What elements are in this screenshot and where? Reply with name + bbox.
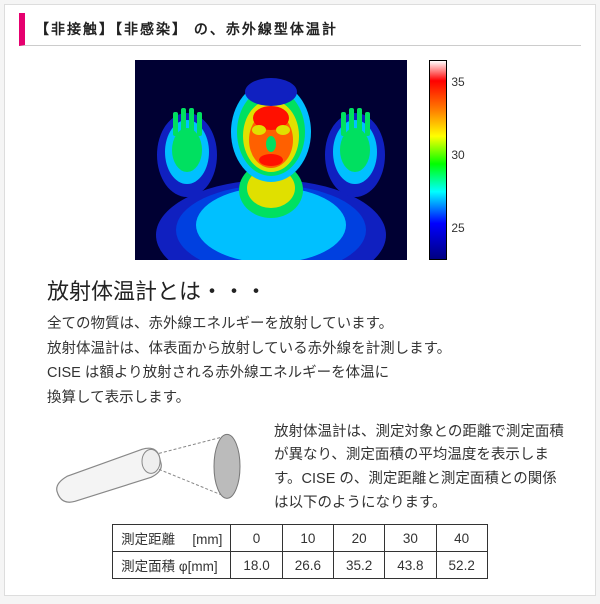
thermal-row: 35 30 25 <box>19 60 581 260</box>
thermometer-diagram <box>47 421 262 517</box>
cell: 18.0 <box>231 552 282 579</box>
cell: 43.8 <box>385 552 436 579</box>
cell: 26.6 <box>282 552 333 579</box>
page-title: 【非接触】【非感染】 の、赤外線型体温計 <box>19 13 581 46</box>
cell: 20 <box>333 525 384 552</box>
cell: 30 <box>385 525 436 552</box>
para-1: 全ての物質は、赤外線エネルギーを放射しています。 <box>47 312 561 337</box>
colorbar-group: 35 30 25 <box>429 60 464 260</box>
colorbar <box>429 60 447 260</box>
lower-row: 放射体温計は、測定対象との距離で測定面積が異なり、測定面積の平均温度を表示します… <box>47 421 581 517</box>
tick-35: 35 <box>451 75 464 89</box>
cell: 52.2 <box>436 552 487 579</box>
section-title: 放射体温計とは・・・ <box>47 274 581 306</box>
tick-30: 30 <box>451 148 464 162</box>
para-2: 放射体温計は、体表面から放射している赤外線を計測します。 <box>47 337 561 362</box>
body-text: 全ての物質は、赤外線エネルギーを放射しています。 放射体温計は、体表面から放射し… <box>47 312 561 411</box>
table-row: 測定面積 φ[mm] 18.0 26.6 35.2 43.8 52.2 <box>113 552 488 579</box>
row-label-area: 測定面積 φ[mm] <box>113 552 231 579</box>
cell: 10 <box>282 525 333 552</box>
thermal-image <box>135 60 407 260</box>
cell: 35.2 <box>333 552 384 579</box>
tick-25: 25 <box>451 221 464 235</box>
cell: 0 <box>231 525 282 552</box>
colorbar-ticks: 35 30 25 <box>451 60 464 260</box>
para-3: CISE は額より放射される赤外線エネルギーを体温に <box>47 361 561 386</box>
side-text: 放射体温計は、測定対象との距離で測定面積が異なり、測定面積の平均温度を表示します… <box>274 421 581 517</box>
distance-area-table: 測定距離 [mm] 0 10 20 30 40 測定面積 φ[mm] 18.0 … <box>112 524 488 579</box>
page-container: 【非接触】【非感染】 の、赤外線型体温計 <box>4 4 596 596</box>
row-label-distance: 測定距離 [mm] <box>113 525 231 552</box>
table-row: 測定距離 [mm] 0 10 20 30 40 <box>113 525 488 552</box>
cell: 40 <box>436 525 487 552</box>
para-4: 換算して表示します。 <box>47 386 561 411</box>
